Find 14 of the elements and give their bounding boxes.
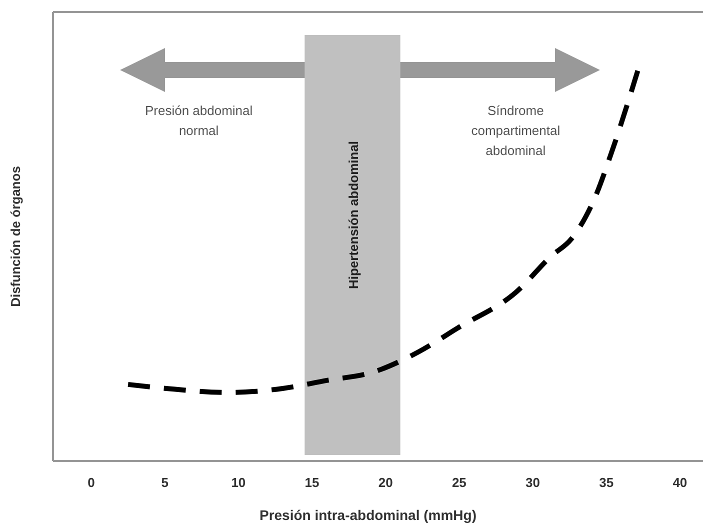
x-tick-label: 25 (452, 475, 466, 490)
x-tick-label: 30 (526, 475, 540, 490)
x-tick-label: 5 (161, 475, 168, 490)
annotation: Presión abdominal normal (144, 103, 253, 138)
x-tick-label: 10 (231, 475, 246, 490)
x-tick-label: 40 (672, 475, 688, 490)
x-tick-label: 0 (88, 475, 95, 490)
annotation: Síndrome compartimental abdominal (471, 103, 560, 158)
y-axis-title: Disfunción de órganos (8, 166, 23, 307)
x-tick-label: 20 (378, 475, 393, 490)
x-tick-label: 15 (304, 475, 320, 490)
x-axis-title: Presión intra-abdominal (mmHg) (259, 507, 477, 523)
band-label: Hipertensión abdominal (346, 140, 361, 290)
x-tick-label: 35 (599, 475, 614, 490)
